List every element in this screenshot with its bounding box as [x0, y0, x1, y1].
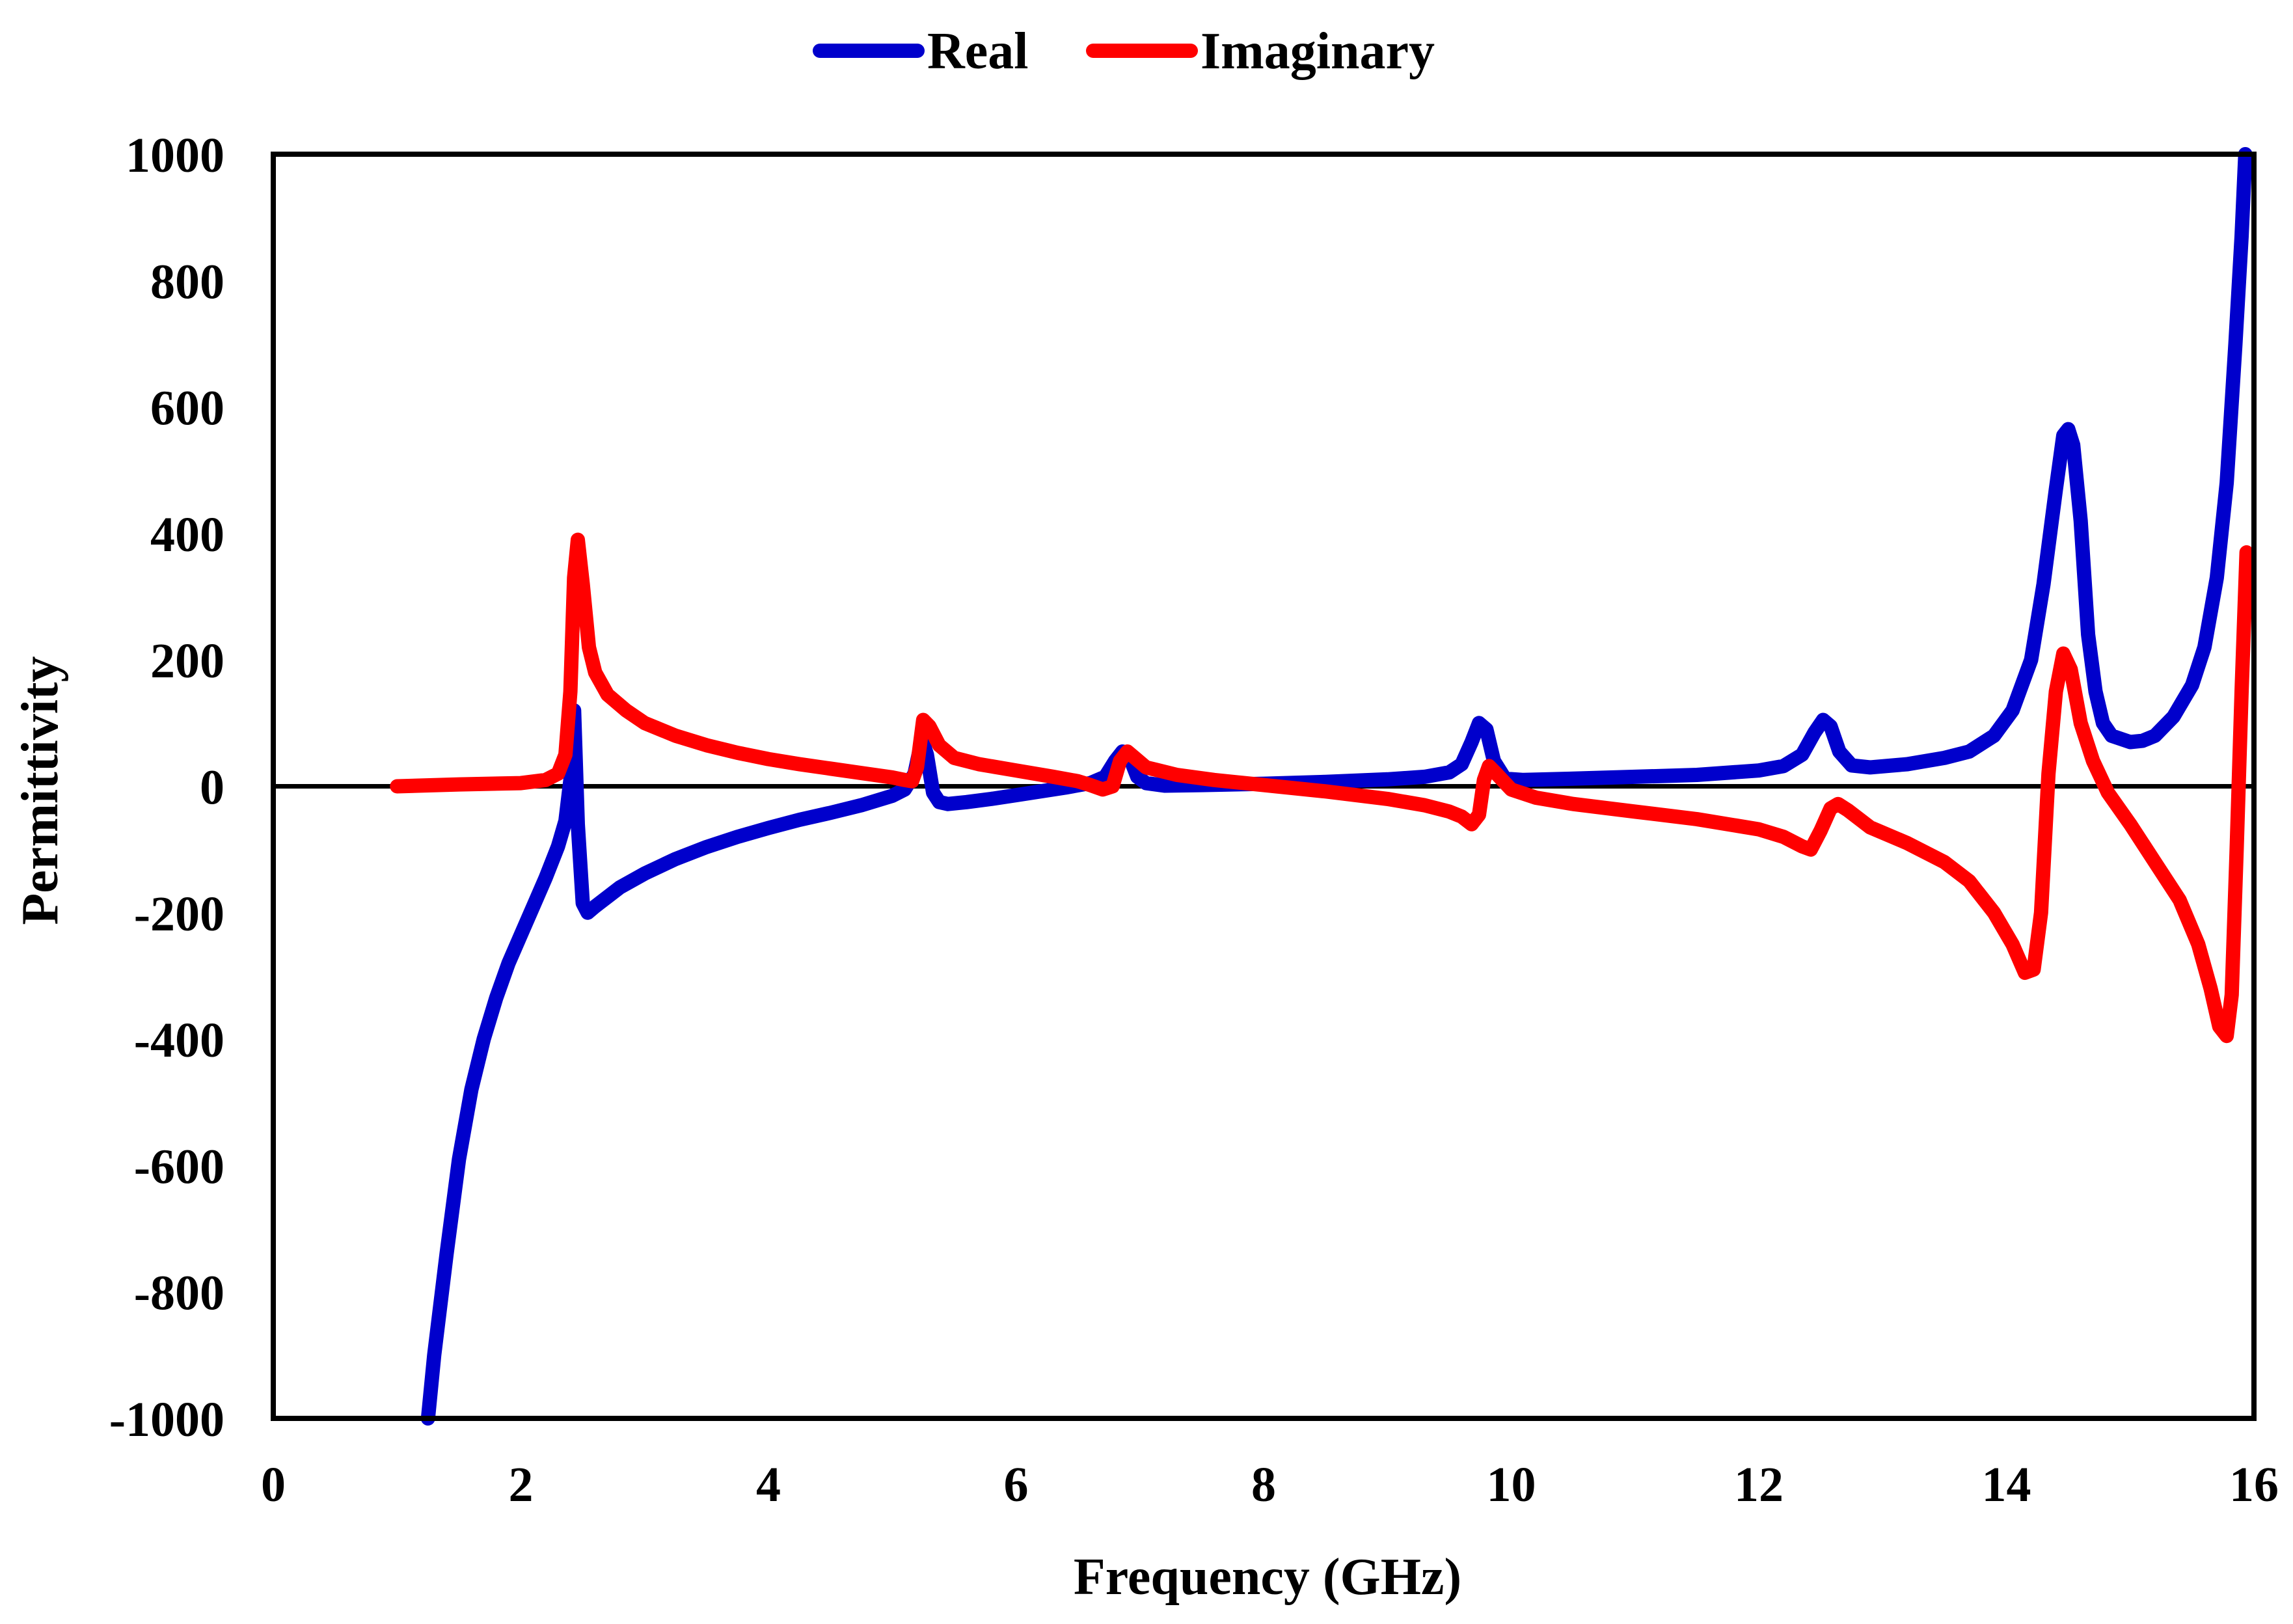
y-tick-label: 0	[200, 761, 224, 815]
y-tick-label: 800	[150, 254, 224, 309]
y-tick-label: -600	[134, 1139, 224, 1194]
y-tick-label: -200	[134, 887, 224, 941]
y-tick-label: 200	[150, 634, 224, 688]
y-tick-label: 400	[150, 508, 224, 562]
x-tick-label: 4	[756, 1457, 781, 1512]
x-tick-label: 0	[261, 1457, 286, 1512]
series-group	[390, 147, 2254, 1426]
plot-frame	[271, 152, 2257, 1421]
x-axis-title: Frequency (GHz)	[1074, 1549, 1461, 1606]
y-tick-label: -1000	[109, 1392, 224, 1447]
y-tick-labels: -1000 -800 -600 -400 -200 0 200 400 600 800 1000	[109, 128, 224, 1447]
x-tick-label: 8	[1251, 1457, 1276, 1512]
x-tick-label: 16	[2229, 1457, 2279, 1512]
x-tick-label: 10	[1487, 1457, 1536, 1512]
legend-label-imaginary: Imaginary	[1201, 23, 1435, 80]
legend: Real Imaginary	[813, 23, 1435, 80]
y-axis-title: Permittivity	[12, 656, 69, 925]
x-tick-label: 12	[1734, 1457, 1784, 1512]
series-line-imaginary	[390, 532, 2254, 1044]
x-tick-label: 14	[1982, 1457, 2031, 1512]
x-tick-label: 6	[1004, 1457, 1029, 1512]
x-tick-label: 2	[509, 1457, 534, 1512]
y-tick-label: -800	[134, 1266, 224, 1321]
y-tick-label: 1000	[126, 128, 224, 183]
legend-label-real: Real	[927, 23, 1029, 80]
y-tick-label: 600	[150, 381, 224, 436]
x-tick-labels: 0 2 4 6 8 10 12 14 16	[261, 1457, 2279, 1512]
y-tick-label: -400	[134, 1013, 224, 1068]
